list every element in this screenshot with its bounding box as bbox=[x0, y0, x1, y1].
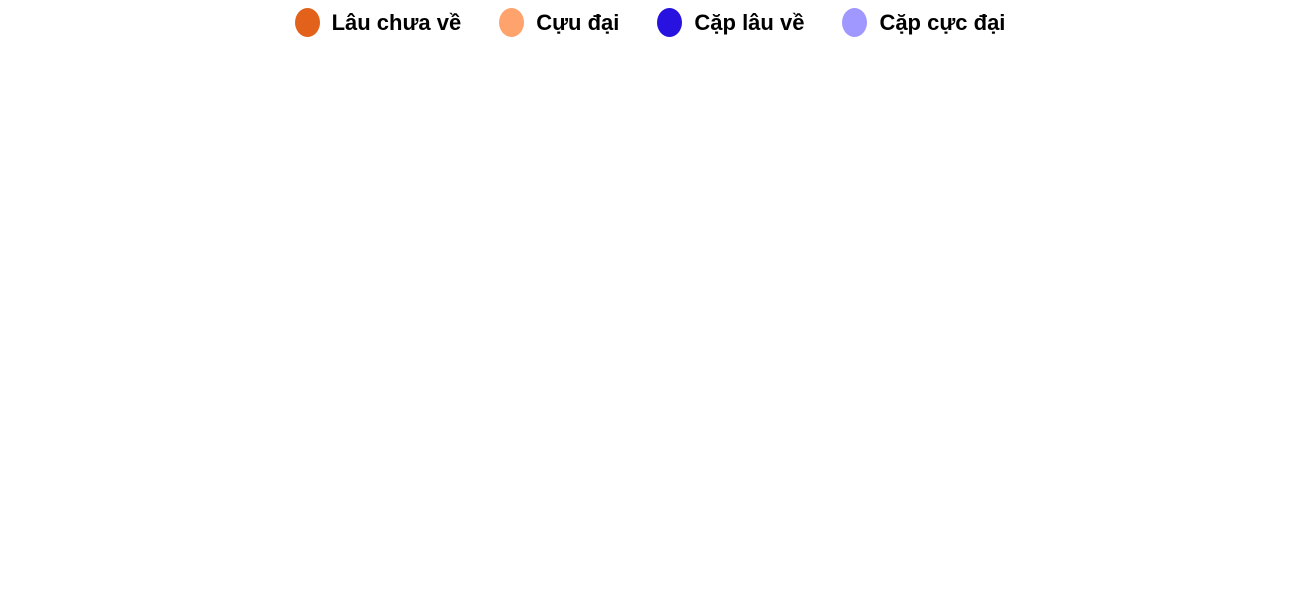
bar[interactable] bbox=[225, 463, 247, 560]
legend-swatch bbox=[294, 8, 320, 37]
bar[interactable] bbox=[945, 402, 967, 560]
legend: Lâu chưa về Cựu đại Cặp lâu về Cặp cực đ… bbox=[0, 8, 1300, 37]
bar[interactable] bbox=[585, 124, 607, 561]
y-tick-label: 20 bbox=[8, 306, 32, 331]
legend-item-cap-lau-ve[interactable]: Cặp lâu về bbox=[657, 8, 804, 37]
bar[interactable] bbox=[886, 293, 908, 560]
legend-item-cap-cuc-dai[interactable]: Cặp cực đại bbox=[842, 8, 1005, 37]
x-tick-label: 53 26-62 bbox=[52, 571, 143, 597]
bar[interactable] bbox=[52, 197, 73, 560]
y-tick-label: 10 bbox=[8, 427, 32, 452]
bar[interactable] bbox=[608, 487, 630, 560]
bar[interactable] bbox=[98, 439, 119, 560]
x-tick-label: 05 24-42 bbox=[562, 571, 653, 597]
x-tick-label: 55 57-75 bbox=[1200, 571, 1291, 597]
x-tick-label: 08 48-84 bbox=[434, 571, 525, 597]
x-tick-label: 97 08-80 bbox=[179, 571, 270, 597]
bar[interactable] bbox=[968, 184, 990, 560]
bar[interactable] bbox=[1246, 511, 1268, 560]
bar[interactable] bbox=[562, 366, 584, 560]
x-tick-label: 38 28-82 bbox=[1072, 571, 1163, 597]
bar[interactable] bbox=[690, 378, 711, 561]
legend-label: Lâu chưa về bbox=[331, 9, 462, 35]
x-tick-label: 10 35-53 bbox=[945, 571, 1036, 597]
bar[interactable] bbox=[353, 463, 375, 560]
bar[interactable] bbox=[330, 245, 352, 560]
bar[interactable] bbox=[991, 499, 1013, 561]
bar[interactable] bbox=[434, 354, 456, 560]
bar[interactable] bbox=[376, 330, 398, 560]
bar[interactable] bbox=[480, 475, 502, 560]
x-tick-label: 48 38-83 bbox=[690, 571, 781, 597]
bar[interactable] bbox=[736, 487, 757, 560]
x-tick-label: 13 27-72 bbox=[307, 571, 398, 597]
legend-label: Cặp lâu về bbox=[694, 9, 805, 35]
y-tick-label: 30 bbox=[8, 185, 32, 210]
y-tick-label: 40 bbox=[8, 64, 32, 89]
legend-swatch bbox=[499, 8, 525, 37]
bar[interactable] bbox=[248, 402, 270, 560]
bar[interactable] bbox=[759, 330, 780, 560]
bar[interactable] bbox=[457, 76, 479, 560]
y-tick-label: 0 bbox=[20, 548, 32, 573]
legend-label: Cặp cực đại bbox=[879, 9, 1006, 35]
legend-swatch bbox=[842, 8, 868, 37]
bar[interactable] bbox=[179, 233, 201, 561]
bar[interactable] bbox=[631, 354, 653, 560]
bar[interactable] bbox=[1014, 390, 1036, 560]
bar[interactable] bbox=[713, 160, 734, 560]
legend-label: Cựu đại bbox=[536, 9, 620, 35]
legend-item-cuu-dai[interactable]: Cựu đại bbox=[499, 8, 619, 37]
bar[interactable] bbox=[75, 160, 96, 560]
x-tick-label: 30 03-30 bbox=[817, 571, 908, 597]
bar[interactable] bbox=[202, 233, 224, 561]
bar[interactable] bbox=[1200, 402, 1222, 560]
bar[interactable] bbox=[307, 305, 329, 560]
bar[interactable] bbox=[840, 209, 862, 560]
bar[interactable] bbox=[863, 499, 885, 561]
bar[interactable] bbox=[121, 354, 142, 560]
legend-swatch bbox=[657, 8, 683, 37]
bar[interactable] bbox=[1269, 378, 1291, 561]
bar[interactable] bbox=[1118, 511, 1140, 560]
bar[interactable] bbox=[503, 354, 525, 560]
legend-item-lau-chua-ve[interactable]: Lâu chưa về bbox=[294, 8, 462, 37]
bar[interactable] bbox=[1072, 402, 1094, 560]
bar[interactable] bbox=[1095, 148, 1117, 560]
bar[interactable] bbox=[1141, 390, 1163, 560]
bar[interactable] bbox=[1223, 112, 1245, 561]
bar[interactable] bbox=[817, 390, 839, 560]
